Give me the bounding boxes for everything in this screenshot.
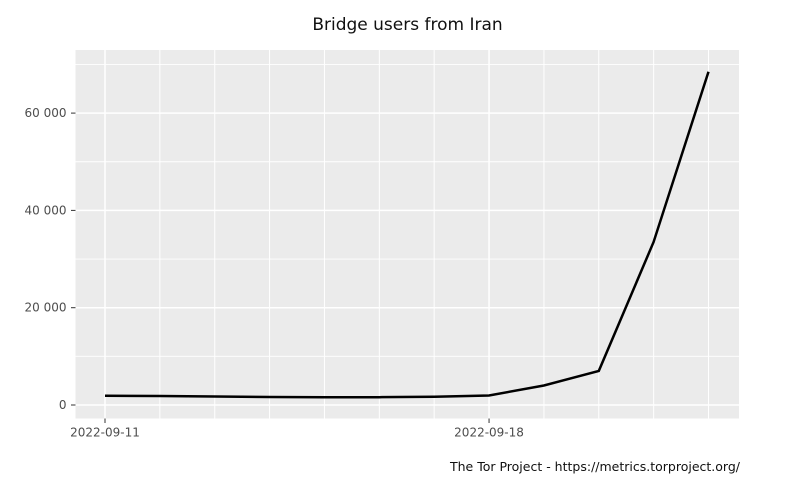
data-line-bridge-users	[104, 71, 710, 399]
y-axis-label: 40 000	[25, 203, 67, 217]
x-axis-label: 2022-09-18	[454, 426, 524, 440]
plot-panel	[75, 50, 739, 419]
y-axis-label: 20 000	[25, 301, 67, 315]
y-axis-label: 0	[59, 398, 67, 412]
chart-title: Bridge users from Iran	[312, 15, 503, 35]
x-axis-label: 2022-09-11	[70, 426, 140, 440]
chart-source-attribution: The Tor Project - https://metrics.torpro…	[449, 459, 740, 474]
y-axis-label: 60 000	[25, 106, 67, 120]
